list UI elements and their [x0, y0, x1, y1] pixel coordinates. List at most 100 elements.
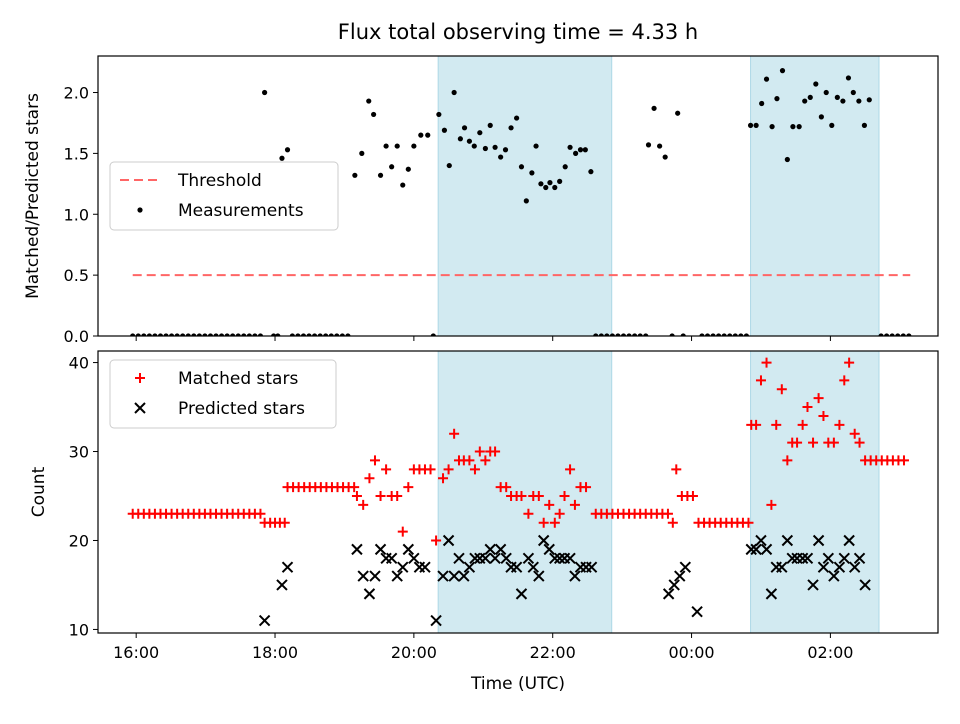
predicted-star-point [515, 588, 528, 600]
measurement-point [547, 180, 553, 186]
predicted-star-point [848, 561, 861, 573]
measurement-point [680, 333, 686, 336]
measurement-point [562, 164, 568, 170]
matched-star-point [516, 491, 527, 502]
measurement-point [196, 333, 202, 336]
predicted-star-point [374, 543, 387, 556]
measurement-point [900, 333, 906, 336]
measurement-point [352, 172, 358, 178]
measurement-point [168, 333, 175, 336]
predicted-star-point [527, 561, 539, 573]
shaded-interval [750, 56, 880, 336]
matched-star-point [569, 499, 580, 510]
matched-star-point [544, 499, 555, 510]
predicted-star-point [408, 552, 420, 564]
matched-star-point [797, 419, 808, 430]
measurement-point [279, 155, 285, 161]
measurement-point [774, 96, 780, 102]
matched-star-point [533, 491, 544, 502]
measurement-point [323, 333, 329, 336]
measurement-point [593, 333, 599, 336]
matched-star-point [671, 464, 682, 475]
matched-star-point [849, 428, 860, 439]
measurement-point [861, 122, 868, 128]
matched-star-point [898, 455, 909, 466]
legend-label: Matched stars [178, 369, 298, 389]
measurement-point [567, 144, 573, 150]
measurement-point [632, 333, 638, 336]
measurement-point [704, 333, 711, 336]
measurement-point [430, 333, 436, 336]
measurement-point [615, 333, 621, 336]
measurement-point [284, 147, 291, 153]
measurement-point [769, 124, 775, 130]
measurement-point [651, 105, 657, 111]
measurement-point [241, 333, 247, 336]
matched-star-point [397, 526, 408, 537]
measurement-point [359, 150, 365, 156]
measurement-point [457, 136, 463, 142]
measurement-point [529, 170, 535, 176]
x-tick-label: 02:00 [807, 643, 853, 662]
predicted-star-point [585, 561, 598, 573]
matched-star-point [443, 464, 454, 475]
matched-star-point [554, 508, 565, 519]
measurement-point [152, 333, 158, 336]
ratio-panel-frame [97, 55, 939, 337]
measurement-point [710, 333, 716, 336]
predicted-star-point [281, 561, 294, 573]
measurement-point [502, 147, 509, 153]
measurement-point [257, 333, 264, 336]
matched-star-point [501, 482, 512, 493]
measurement-point [328, 333, 334, 336]
measurement-point [394, 143, 400, 149]
measurement-point [818, 114, 824, 120]
measurement-point [498, 154, 504, 160]
predicted-star-point [510, 561, 523, 573]
measurement-point [300, 333, 307, 336]
predicted-star-point [822, 552, 835, 564]
measurement-point [345, 333, 351, 336]
matched-star-point [771, 419, 782, 430]
predicted-star-point [691, 605, 703, 618]
predicted-star-point [463, 561, 476, 573]
predicted-star-point [853, 552, 866, 564]
count-panel-frame [97, 350, 939, 634]
measurement-point [716, 333, 722, 336]
predicted-star-point [419, 561, 431, 573]
matched-star-point [802, 402, 813, 413]
predicted-star-point [484, 543, 496, 556]
measurement-point [185, 333, 191, 336]
predicted-star-point [765, 588, 778, 600]
predicted-star-point [489, 552, 501, 564]
measurement-point [230, 333, 236, 336]
measurement-point [834, 94, 840, 100]
predicted-star-point [674, 570, 686, 582]
predicted-star-point [750, 543, 762, 556]
predicted-star-point [469, 552, 481, 564]
measurement-point [411, 143, 417, 149]
predicted-star-point [533, 570, 545, 582]
measurement-point [675, 110, 681, 116]
x-tick-label: 00:00 [668, 643, 714, 662]
x-tick-label: 18:00 [252, 643, 298, 662]
measurement-point [383, 143, 389, 149]
measurement-point [557, 178, 563, 184]
shaded-interval [750, 351, 880, 633]
ratio-y-axis-label: Matched/Predicted stars [23, 93, 43, 299]
measurement-point [743, 333, 749, 336]
legend-box [109, 359, 337, 429]
measurement-point [130, 333, 136, 336]
matched-star-point [818, 410, 829, 421]
measurement-point [514, 115, 520, 121]
matched-star-point [392, 491, 403, 502]
y-tick-label: 20 [69, 531, 89, 550]
predicted-star-point [662, 588, 675, 600]
predicted-star-point [458, 570, 470, 582]
measurement-point [224, 333, 230, 336]
predicted-star-point [543, 543, 555, 556]
predicted-star-point [369, 570, 381, 582]
predicted-star-point [522, 552, 535, 564]
measurement-point [889, 333, 895, 336]
predicted-star-point [668, 579, 680, 591]
